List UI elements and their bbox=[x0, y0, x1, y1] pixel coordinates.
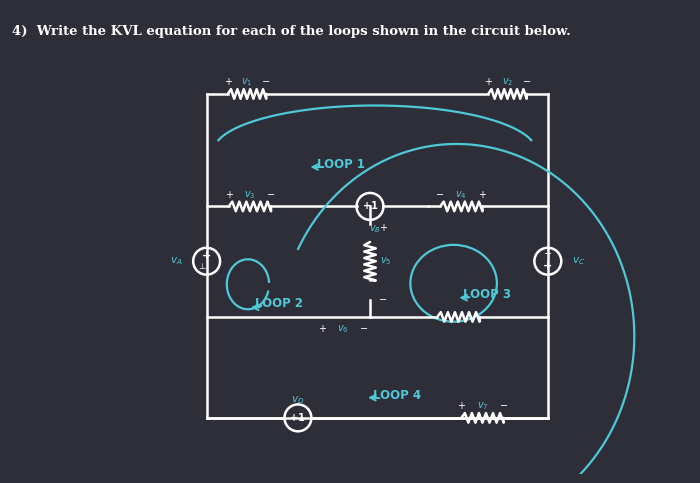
Text: +1: +1 bbox=[290, 413, 305, 423]
Text: $v_5$: $v_5$ bbox=[379, 256, 391, 267]
Text: +: + bbox=[484, 77, 492, 87]
Text: LOOP 4: LOOP 4 bbox=[373, 389, 421, 402]
Text: −: − bbox=[262, 77, 270, 87]
Text: −: − bbox=[500, 401, 507, 412]
Text: $v_2$: $v_2$ bbox=[502, 76, 513, 88]
Text: ⊥: ⊥ bbox=[198, 262, 206, 271]
Text: +: + bbox=[202, 251, 211, 261]
Text: +: + bbox=[479, 190, 486, 200]
Text: LOOP 2: LOOP 2 bbox=[255, 298, 302, 311]
Text: LOOP 3: LOOP 3 bbox=[463, 288, 511, 301]
Text: $v_4$: $v_4$ bbox=[456, 189, 467, 201]
Text: LOOP 1: LOOP 1 bbox=[317, 158, 365, 171]
Text: $v_6$: $v_6$ bbox=[337, 324, 349, 335]
Text: +1: +1 bbox=[363, 201, 377, 212]
Text: −: − bbox=[379, 295, 388, 305]
Text: 4)  Write the KVL equation for each of the loops shown in the circuit below.: 4) Write the KVL equation for each of th… bbox=[11, 25, 570, 38]
Text: +: + bbox=[225, 190, 232, 200]
Text: $v_D$: $v_D$ bbox=[291, 395, 304, 407]
Text: +: + bbox=[457, 401, 466, 412]
Text: −: − bbox=[523, 77, 531, 87]
Text: $v_A$: $v_A$ bbox=[170, 256, 183, 267]
Text: −: − bbox=[436, 190, 445, 200]
Text: $v_3$: $v_3$ bbox=[244, 189, 256, 201]
Text: +: + bbox=[543, 261, 552, 271]
Text: +: + bbox=[318, 325, 326, 334]
Text: −: − bbox=[267, 190, 275, 200]
Text: +: + bbox=[224, 77, 232, 87]
Text: $v_C$: $v_C$ bbox=[572, 256, 585, 267]
Text: $v_B$: $v_B$ bbox=[369, 223, 381, 235]
Text: $v_7$: $v_7$ bbox=[477, 400, 488, 412]
Text: $v_1$: $v_1$ bbox=[241, 76, 253, 88]
Text: −: − bbox=[544, 250, 552, 259]
Text: +: + bbox=[379, 223, 388, 232]
Text: −: − bbox=[360, 325, 368, 334]
